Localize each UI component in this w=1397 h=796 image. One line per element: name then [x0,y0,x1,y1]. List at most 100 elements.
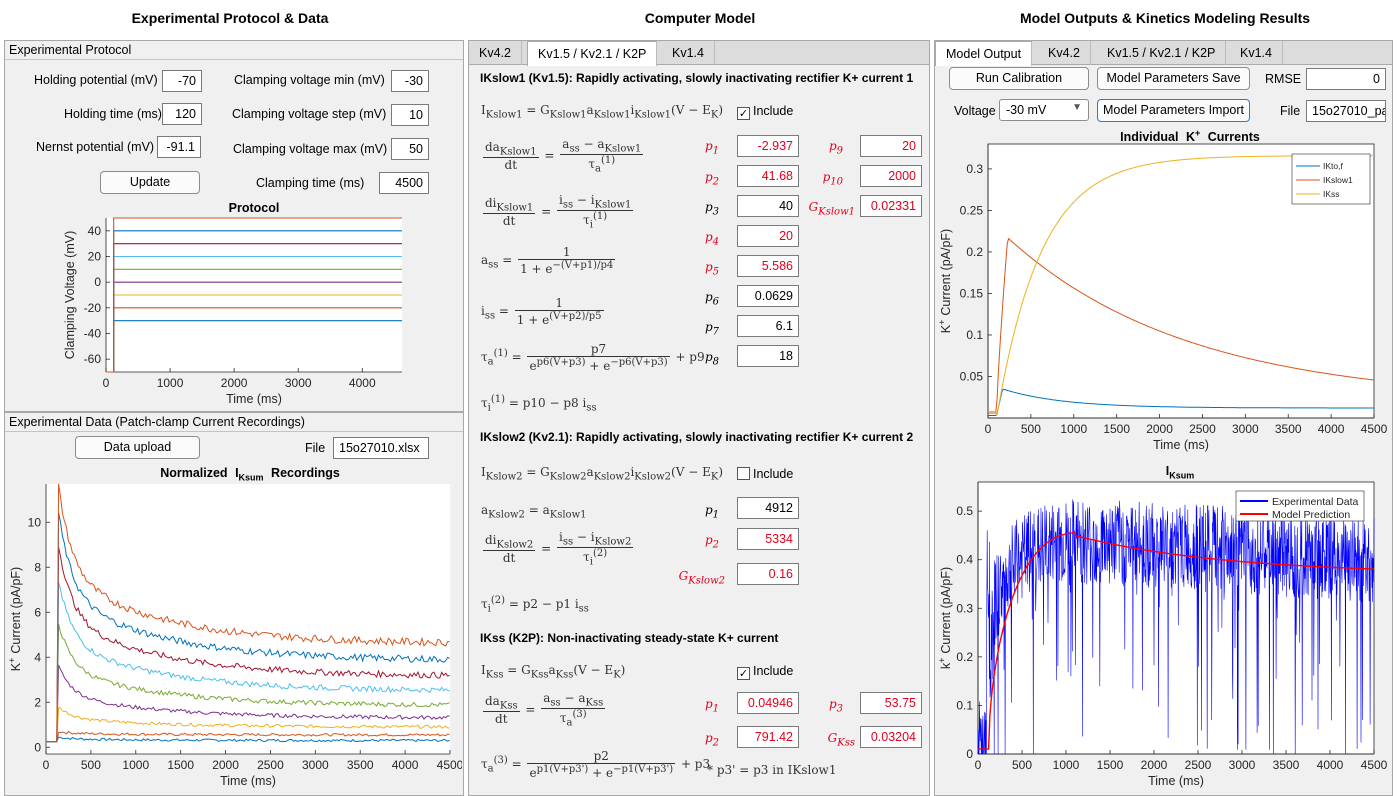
s1-p6-input[interactable]: 0.0629 [737,285,799,307]
x-tick-label: 4000 [392,758,419,772]
s1-p5-input[interactable]: 5.586 [737,255,799,277]
s1-p3-input[interactable]: 40 [737,195,799,217]
protocol-chart: 0 1000 2000 3000 4000 -60 -40 -20 0 20 40 Time (ms)… [63,217,402,406]
y-tick-label: 0.3 [956,601,973,615]
holding-time-input[interactable]: 120 [162,103,202,125]
protocol-panel-title: Experimental Protocol [5,41,463,60]
experimental-data-trace [977,499,1375,755]
model-parameters-import-button[interactable]: Model Parameters Import [1097,99,1250,122]
clamp-time-label: Clamping time (ms) [256,176,365,190]
ikslow1-section-title: IKslow1 (Kv1.5): Rapidly activating, slo… [480,71,914,85]
y-tick-label: 0.5 [956,504,973,518]
s1-p8-label: p8 [704,350,719,368]
s1-p4-input[interactable]: 20 [737,225,799,247]
y-tick-label: 10 [28,515,42,529]
x-axis-label: Time (ms) [226,392,282,406]
x-tick-label: 1000 [1053,758,1080,772]
protocol-step-50 [106,217,402,373]
clamp-step-input[interactable]: 10 [391,104,429,126]
clamp-min-input[interactable]: -30 [391,70,429,92]
output-tab-model-output[interactable]: Model Output [935,41,1033,66]
recording-trace-1 [46,736,450,743]
ikslow2-equation: IKslow2 = GKslow2aKslow2iKslow2(V − EK) [481,465,723,483]
y-tick-label: 0.1 [956,698,973,712]
nernst-input[interactable]: -91.1 [157,136,201,158]
ikslow1-include-checkbox[interactable]: ✓ Include [737,104,794,120]
output-tab-kv15-kv21-k2p[interactable]: Kv1.5 / Kv2.1 / K2P [1097,41,1227,65]
middle-column-title: Computer Model [644,10,756,26]
chevron-down-icon: ▼ [1072,102,1082,113]
data-upload-button[interactable]: Data upload [75,436,200,459]
ikslow2-include-checkbox[interactable]: Include [737,467,793,481]
s3-p3-label: p3 [828,697,843,715]
x-tick-label: 3500 [1273,758,1300,772]
ikslow2-section-title: IKslow2 (Kv2.1): Rapidly activating, slo… [480,430,914,444]
s3-p1-input[interactable]: 0.04946 [737,692,799,714]
s1-p10-input[interactable]: 2000 [860,165,922,187]
ikslow2-include-box-icon [737,467,750,480]
currents-chart: 0 500 1000 1500 2000 2500 3000 3500 4000 4500 0.05… [937,143,1388,452]
y-axis-label: K+Current (pA/pF) [7,567,23,671]
x-tick-label: 4000 [1317,758,1344,772]
update-button[interactable]: Update [100,171,200,194]
output-tab-kv42[interactable]: Kv4.2 [1038,41,1091,65]
s1-p7-label: p7 [704,320,719,338]
recording-trace-8 [46,512,450,743]
s1-p7-input[interactable]: 6.1 [737,315,799,337]
y-axis-label: Clamping Voltage (mV) [63,231,77,360]
legend-label: Experimental Data [1272,496,1359,508]
tau-i2-equation: τi(2) = p2 − p1 iss [481,595,589,615]
curve-ikto-f [988,388,1374,416]
clamp-max-input[interactable]: 50 [391,138,429,160]
model-tab-kv15-kv21-k2p[interactable]: Kv1.5 / Kv2.1 / K2P [527,41,658,66]
x-tick-label: 500 [1021,422,1041,436]
exp-file-input[interactable]: 15o27010.xlsx [333,437,429,459]
ikslow1-equation: IKslow1 = GKslow1aKslow1iKslow1(V − EK) [481,103,723,121]
model-tab-kv14[interactable]: Kv1.4 [662,41,715,65]
s1-p5-label: p5 [704,260,719,278]
s1-p2-input[interactable]: 41.68 [737,165,799,187]
exp-data-panel-title: Experimental Data (Patch-clamp Current R… [5,413,463,432]
s3-p2-input[interactable]: 791.42 [737,726,799,748]
x-tick-label: 4000 [1318,422,1345,436]
s3-p1-label: p1 [704,697,719,715]
holding-potential-input[interactable]: -70 [162,70,202,92]
y-axis-label: K+Current (pA/pF) [937,229,953,333]
s3-p3-input[interactable]: 53.75 [860,692,922,714]
s3-g-label: GKss [827,731,855,749]
clamp-time-input[interactable]: 4500 [379,172,429,194]
s1-p3-label: p3 [704,200,719,218]
x-tick-label: 4500 [437,758,462,772]
s1-p1-input[interactable]: -2.937 [737,135,799,157]
s3-g-input[interactable]: 0.03204 [860,726,922,748]
legend-label: IKto,f [1323,161,1343,171]
clamp-max-label: Clamping voltage max (mV) [233,142,388,156]
voltage-dropdown[interactable]: -30 mV ▼ [999,99,1089,121]
rmse-label: RMSE [1265,72,1302,86]
s2-p1-input[interactable]: 4912 [737,497,799,519]
output-file-input[interactable]: 15o27010_pa [1306,100,1386,122]
s1-p8-input[interactable]: 18 [737,345,799,367]
x-tick-label: 3000 [1229,758,1256,772]
outputs-tabbar: Model Output Kv4.2 Kv1.5 / Kv2.1 / K2P K… [935,41,1392,66]
x-tick-label: 1500 [1103,422,1130,436]
s1-g-label: GKslow1 [808,200,855,218]
output-tab-kv14[interactable]: Kv1.4 [1230,41,1283,65]
x-tick-label: 500 [81,758,101,772]
ikss-include-checkbox[interactable]: ✓ Include [737,664,794,680]
recording-trace-2 [46,730,450,743]
x-tick-label: 0 [975,758,982,772]
holding-time-label: Holding time (ms) [64,107,162,121]
s1-g-input[interactable]: 0.02331 [860,195,922,217]
model-parameters-save-button[interactable]: Model Parameters Save [1097,67,1250,90]
rmse-input[interactable]: 0 [1306,68,1386,90]
s2-p2-input[interactable]: 5334 [737,528,799,550]
recording-trace-9 [46,483,450,743]
s1-p9-input[interactable]: 20 [860,135,922,157]
s2-g-input[interactable]: 0.16 [737,563,799,585]
y-tick-label: 0.3 [966,162,983,176]
curve-ikslow1 [988,237,1375,414]
model-tab-kv42[interactable]: Kv4.2 [469,41,522,65]
run-calibration-button[interactable]: Run Calibration [949,67,1089,90]
